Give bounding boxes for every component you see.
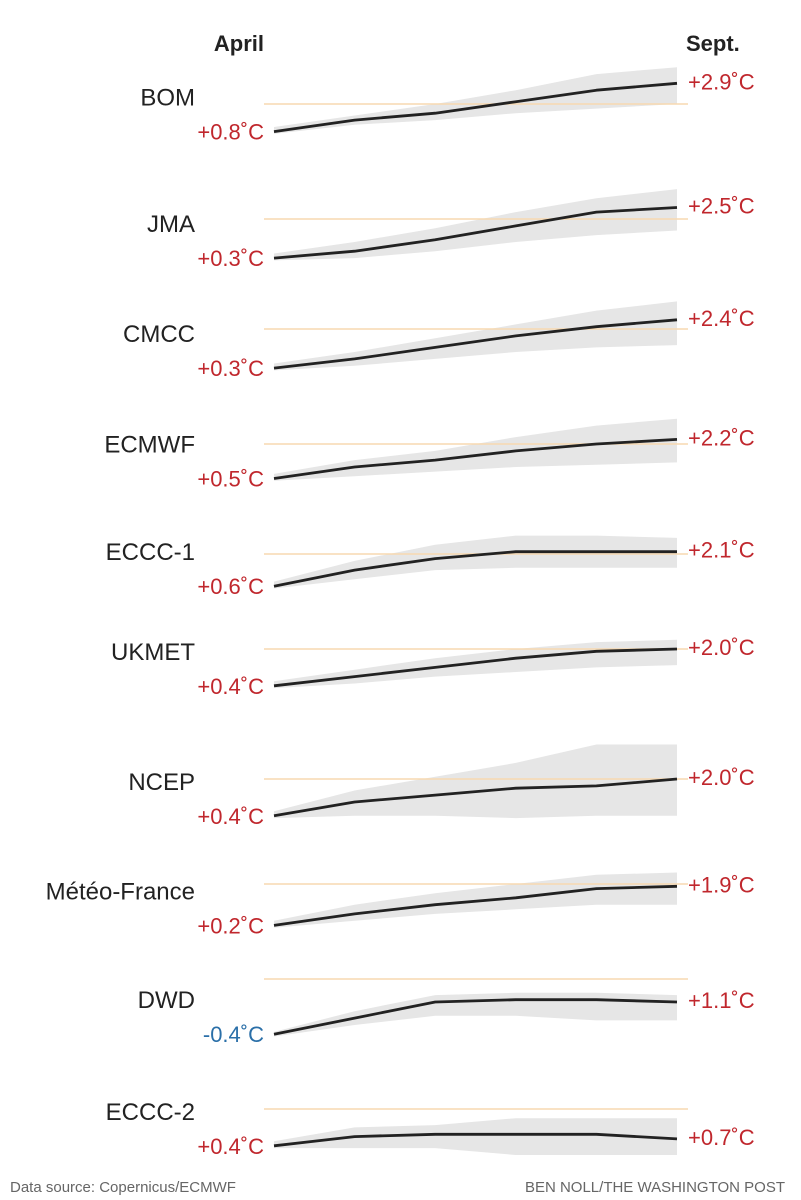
forecast-range-band bbox=[274, 301, 677, 371]
end-value-label: +1.1˚C bbox=[688, 988, 755, 1013]
forecast-range-band bbox=[274, 189, 677, 261]
model-name-label: Météo-France bbox=[46, 878, 195, 905]
forecast-line bbox=[273, 1132, 678, 1148]
start-value-label: +0.8˚C bbox=[197, 120, 264, 145]
model-name-label: JMA bbox=[147, 211, 195, 238]
end-value-label: +2.5˚C bbox=[688, 194, 755, 219]
forecast-line bbox=[273, 884, 678, 927]
forecast-range-band bbox=[274, 535, 677, 589]
end-value-label: +2.4˚C bbox=[688, 306, 755, 331]
model-panel: ECCC-2+0.4˚C +0.7˚C bbox=[106, 1099, 755, 1159]
start-value-label: -0.4˚C bbox=[203, 1022, 264, 1047]
model-name-label: UKMET bbox=[111, 639, 195, 666]
start-value-label: +0.5˚C bbox=[197, 467, 264, 492]
model-name-label: CMCC bbox=[123, 321, 195, 348]
forecast-range-band bbox=[274, 744, 677, 819]
start-value-label: +0.3˚C bbox=[197, 246, 264, 271]
forecast-line bbox=[273, 777, 678, 818]
start-month-label: April bbox=[214, 31, 264, 56]
model-panel: ECCC-1+0.6˚C +2.1˚C bbox=[106, 535, 755, 599]
forecast-line bbox=[273, 998, 678, 1036]
end-value-label: +2.9˚C bbox=[688, 69, 755, 94]
model-panel: Météo-France+0.2˚C +1.9˚C bbox=[46, 872, 755, 938]
end-value-label: +1.9˚C bbox=[688, 872, 755, 897]
start-value-label: +0.4˚C bbox=[197, 674, 264, 699]
forecast-range-band bbox=[274, 992, 677, 1037]
forecast-line bbox=[273, 81, 678, 133]
forecast-line bbox=[273, 550, 677, 588]
forecast-line bbox=[273, 647, 678, 688]
forecast-range-band bbox=[274, 1118, 677, 1155]
end-value-label: +0.7˚C bbox=[688, 1125, 755, 1150]
model-name-label: BOM bbox=[140, 85, 195, 112]
model-panel: UKMET+0.4˚C +2.0˚C bbox=[111, 635, 755, 699]
end-value-label: +2.0˚C bbox=[688, 635, 755, 660]
end-value-label: +2.1˚C bbox=[688, 538, 755, 563]
forecast-line bbox=[273, 438, 678, 480]
end-month-label: Sept. bbox=[686, 31, 740, 56]
model-name-label: DWD bbox=[138, 987, 195, 1014]
credit-line: BEN NOLL/THE WASHINGTON POST bbox=[524, 1179, 785, 1196]
end-value-label: +2.0˚C bbox=[688, 765, 755, 790]
start-value-label: +0.6˚C bbox=[197, 574, 264, 599]
model-panel: JMA+0.3˚C +2.5˚C bbox=[147, 189, 755, 271]
end-value-label: +2.2˚C bbox=[688, 425, 755, 450]
forecast-line bbox=[273, 206, 678, 260]
forecast-line bbox=[273, 318, 678, 370]
model-panel: NCEP+0.4˚C +2.0˚C bbox=[128, 744, 755, 829]
data-source-note: Data source: Copernicus/ECMWF bbox=[10, 1179, 236, 1196]
model-name-label: NCEP bbox=[128, 769, 195, 796]
start-value-label: +0.3˚C bbox=[197, 356, 264, 381]
model-panel: CMCC+0.3˚C +2.4˚C bbox=[123, 301, 755, 381]
model-panel: ECMWF+0.5˚C +2.2˚C bbox=[104, 418, 755, 492]
model-name-label: ECCC-1 bbox=[106, 539, 195, 566]
start-value-label: +0.4˚C bbox=[197, 1134, 264, 1159]
model-name-label: ECMWF bbox=[104, 432, 195, 459]
forecast-range-band bbox=[274, 418, 677, 481]
start-value-label: +0.2˚C bbox=[197, 913, 264, 938]
model-panel: DWD -0.4˚C +1.1˚C bbox=[138, 978, 755, 1047]
model-panel: BOM+0.8˚C +2.9˚C bbox=[140, 67, 755, 145]
start-value-label: +0.4˚C bbox=[197, 804, 264, 829]
model-name-label: ECCC-2 bbox=[106, 1099, 195, 1126]
